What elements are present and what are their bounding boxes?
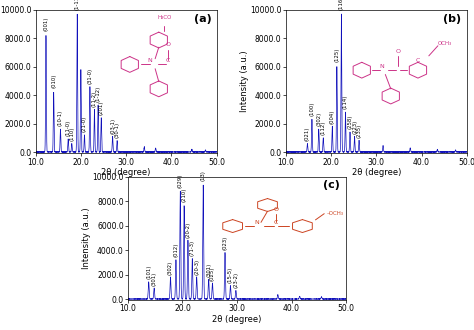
Text: O: O <box>165 42 170 47</box>
Text: (114): (114) <box>343 95 348 109</box>
Text: (71-3): (71-3) <box>190 240 195 256</box>
Text: OCH₃: OCH₃ <box>438 41 452 46</box>
Text: (11-0): (11-0) <box>66 120 71 136</box>
Text: (b): (b) <box>443 14 462 24</box>
Text: C: C <box>166 58 170 63</box>
Text: (112): (112) <box>321 120 326 135</box>
Text: (004): (004) <box>330 109 335 124</box>
Text: (1-12): (1-12) <box>96 86 100 102</box>
Text: (1-11): (1-11) <box>75 0 80 10</box>
Text: (a): (a) <box>193 14 211 24</box>
Text: (101): (101) <box>146 265 151 280</box>
Text: (001): (001) <box>44 17 48 31</box>
X-axis label: 2θ (degree): 2θ (degree) <box>101 168 151 177</box>
Text: (31-0): (31-0) <box>87 68 92 84</box>
Text: (110): (110) <box>69 126 74 141</box>
Text: N: N <box>379 64 384 69</box>
Text: (025): (025) <box>210 266 215 281</box>
Text: H₃CO: H₃CO <box>157 15 172 20</box>
Text: O: O <box>395 50 401 54</box>
Text: (03-1): (03-1) <box>110 117 115 134</box>
Text: (023): (023) <box>222 236 228 250</box>
Text: (15-5): (15-5) <box>228 267 233 283</box>
Text: (301): (301) <box>152 271 156 285</box>
Text: (100): (100) <box>310 102 314 116</box>
Text: (125): (125) <box>334 48 339 62</box>
Text: (23-2): (23-2) <box>233 272 238 288</box>
Text: (235): (235) <box>356 123 362 138</box>
Text: (302): (302) <box>168 260 173 275</box>
Text: (116): (116) <box>339 0 344 10</box>
Text: (012): (012) <box>173 243 178 257</box>
Text: C: C <box>274 220 278 225</box>
Text: N: N <box>254 220 259 225</box>
Text: (302): (302) <box>316 112 321 126</box>
X-axis label: 2θ (degree): 2θ (degree) <box>212 315 262 324</box>
Text: (210): (210) <box>182 188 187 202</box>
Text: (11-2): (11-2) <box>92 90 97 107</box>
Text: (10-1): (10-1) <box>58 110 63 126</box>
Text: (010): (010) <box>51 74 56 88</box>
Text: N: N <box>147 58 152 63</box>
Text: (301): (301) <box>206 263 211 277</box>
Y-axis label: Intensity (a.u.): Intensity (a.u.) <box>239 51 248 113</box>
X-axis label: 2θ (degree): 2θ (degree) <box>352 168 401 177</box>
Text: O: O <box>274 207 279 212</box>
Text: C: C <box>416 58 420 63</box>
Text: (201): (201) <box>99 101 104 115</box>
Text: (029): (029) <box>178 173 183 187</box>
Text: (021): (021) <box>305 126 310 141</box>
Text: (30-1): (30-1) <box>115 122 119 138</box>
Text: (223): (223) <box>352 119 357 134</box>
Text: (258): (258) <box>347 115 353 129</box>
Text: (20-2): (20-2) <box>185 221 191 238</box>
Text: (20-3): (20-3) <box>194 258 199 275</box>
Y-axis label: Intensity (a.u.): Intensity (a.u.) <box>82 208 91 269</box>
Text: (13): (13) <box>201 171 206 182</box>
Text: –OCH₃: –OCH₃ <box>327 211 344 216</box>
Text: (c): (c) <box>323 180 339 190</box>
Text: (21-0): (21-0) <box>82 116 87 132</box>
